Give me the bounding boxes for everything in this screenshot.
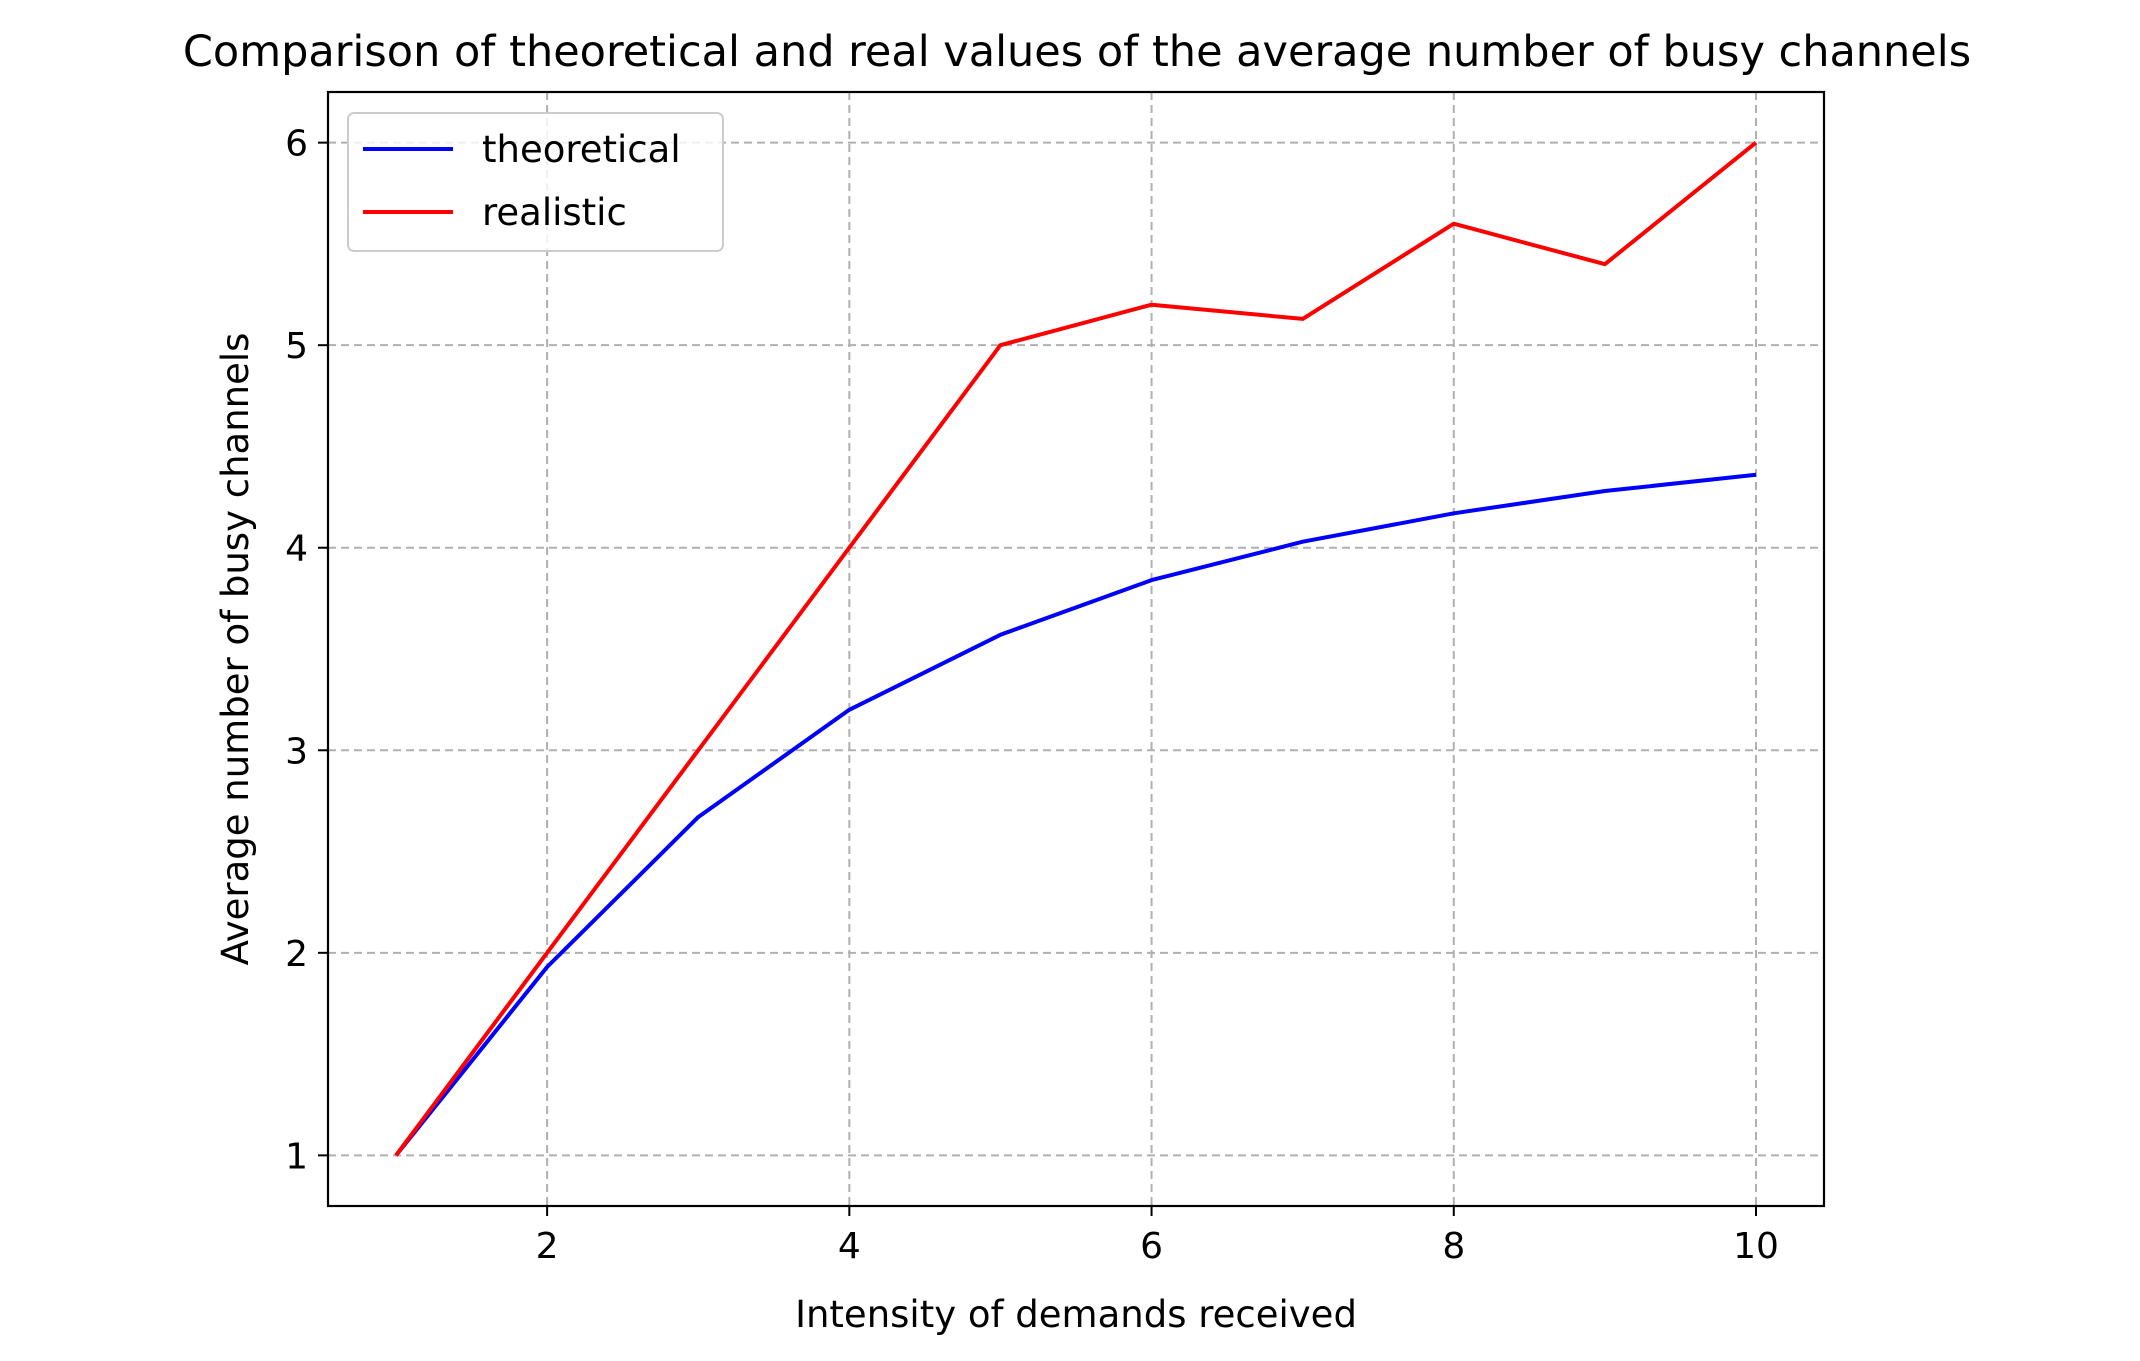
y-tick-label: 4 <box>285 529 308 570</box>
legend: theoretical realistic <box>347 112 724 252</box>
y-axis-ticks: 1 2 3 4 5 6 <box>285 124 328 1177</box>
x-axis-ticks: 2 4 6 8 10 <box>536 1206 1779 1267</box>
y-tick-label: 2 <box>285 934 308 975</box>
x-tick-label: 10 <box>1733 1226 1779 1267</box>
x-tick-label: 8 <box>1442 1226 1465 1267</box>
legend-label-theoretical: theoretical <box>482 128 681 171</box>
x-tick-label: 2 <box>536 1226 559 1267</box>
chart-title: Comparison of theoretical and real value… <box>183 27 1971 77</box>
series-line-theoretical <box>394 472 1757 1157</box>
x-tick-label: 6 <box>1140 1226 1163 1267</box>
y-tick-label: 1 <box>285 1136 308 1177</box>
y-tick-label: 3 <box>285 731 308 772</box>
series-lines <box>394 141 1758 1157</box>
grid <box>328 92 1824 1206</box>
x-tick-label: 4 <box>838 1226 861 1267</box>
y-axis-label: Average number of busy channels <box>214 333 257 966</box>
plot-area <box>326 90 1826 1208</box>
legend-label-realistic: realistic <box>482 191 627 234</box>
series-line-realistic <box>394 141 1758 1157</box>
y-tick-label: 5 <box>285 326 308 367</box>
y-tick-label: 6 <box>285 124 308 165</box>
x-axis-label: Intensity of demands received <box>795 1293 1357 1336</box>
